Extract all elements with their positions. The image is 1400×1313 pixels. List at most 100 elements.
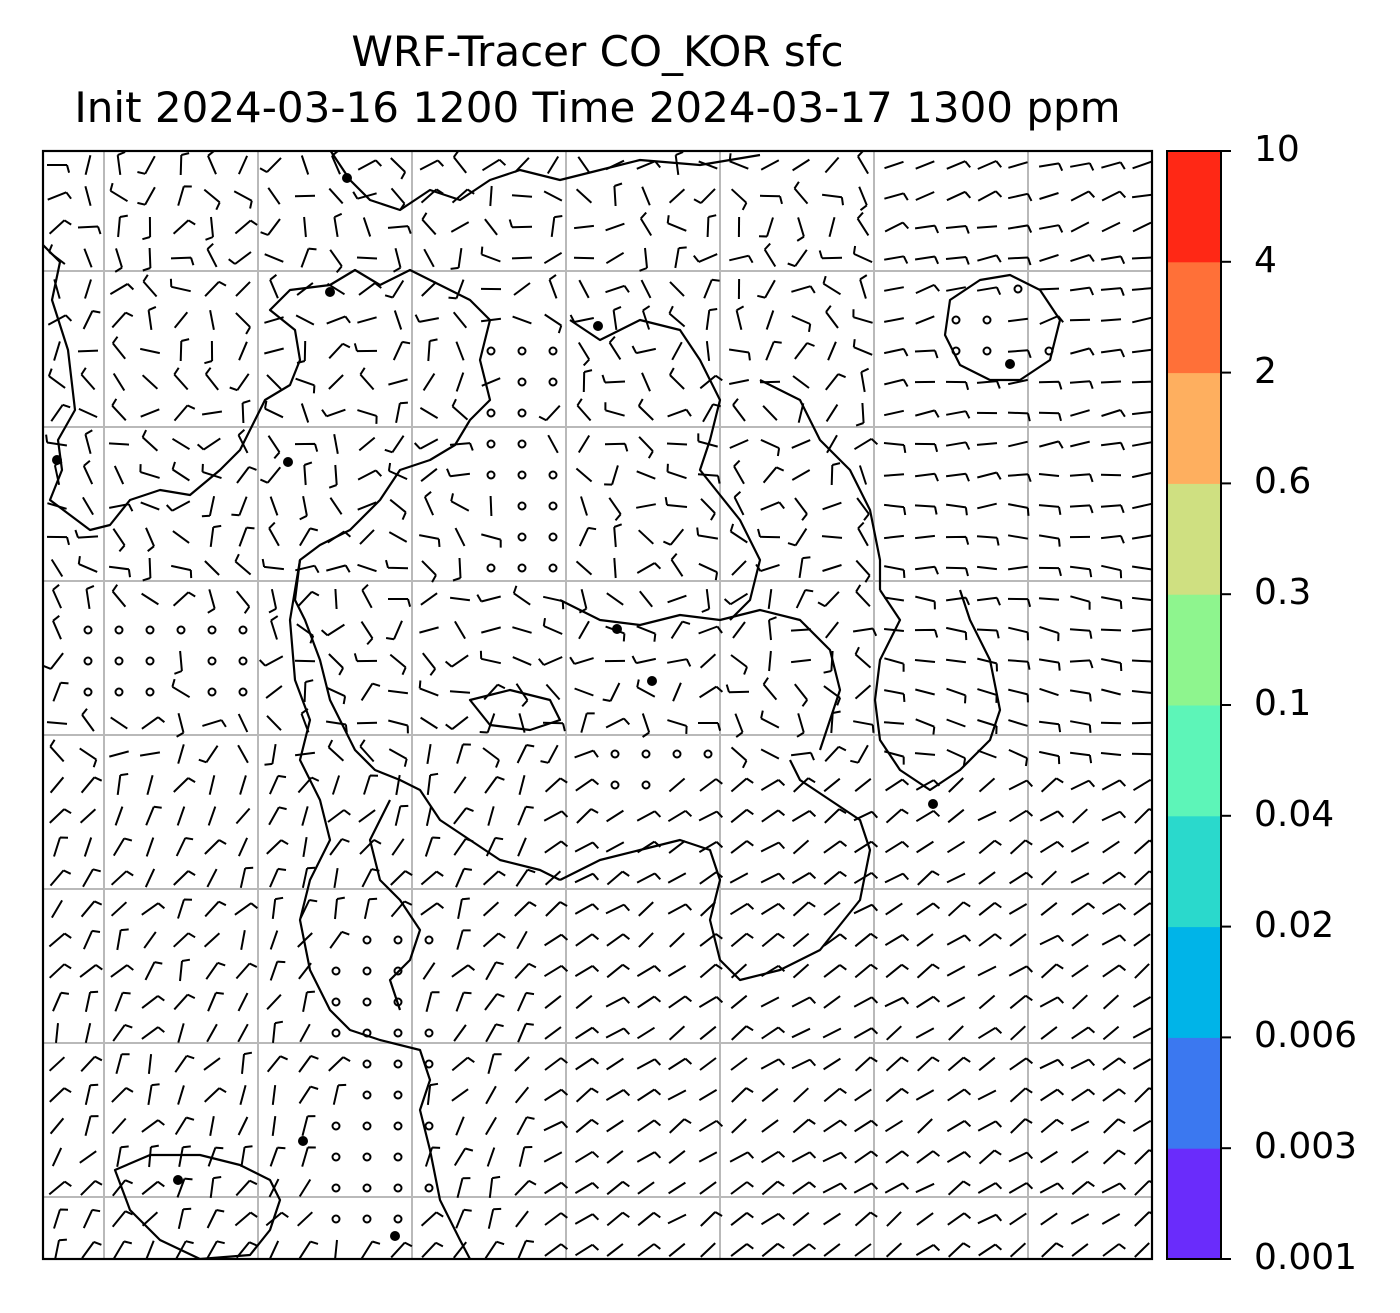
wind-barb <box>112 837 133 857</box>
wind-barb <box>177 744 185 764</box>
wind-barb <box>698 841 724 853</box>
wind-barb <box>667 719 688 734</box>
wind-barb <box>267 187 281 205</box>
wind-barb <box>384 279 405 299</box>
wind-barb <box>205 961 226 980</box>
wind-barb <box>577 341 591 367</box>
wind-barb <box>544 840 569 854</box>
wind-barb <box>1132 160 1152 170</box>
wind-barb <box>55 1022 59 1044</box>
wind-barb <box>240 930 246 950</box>
wind-barb <box>202 719 227 728</box>
wind-barb <box>139 464 160 479</box>
colorbar-tick-label: 10 <box>1254 129 1300 170</box>
wind-barb <box>977 190 1003 202</box>
wind-barb <box>850 744 869 764</box>
wind-barb <box>915 1244 941 1256</box>
wind-barb <box>50 403 71 422</box>
wind-barb <box>446 468 471 478</box>
wind-barb <box>46 721 68 725</box>
wind-barb <box>674 151 684 176</box>
wind-barb <box>517 1022 534 1043</box>
wind-barb <box>946 748 967 767</box>
wind-barb <box>453 1147 474 1167</box>
wind-barb <box>946 410 971 419</box>
wind-barb <box>917 1118 933 1134</box>
wind-barb <box>508 219 533 229</box>
wind-barb <box>269 960 286 981</box>
wind-barb <box>47 502 67 510</box>
wind-barb <box>730 808 754 824</box>
wind-barb <box>264 253 284 263</box>
wind-barb-calm <box>486 470 496 480</box>
wind-barb <box>730 746 748 769</box>
wind-barb <box>51 899 63 919</box>
wind-barb <box>301 866 316 889</box>
wind-barb <box>792 1243 817 1257</box>
wind-barb <box>1070 841 1090 853</box>
wind-barb <box>360 682 381 701</box>
wind-barb <box>268 521 280 547</box>
wind-barb <box>948 777 964 793</box>
wind-barb <box>669 1118 692 1134</box>
wind-barb <box>1038 162 1064 172</box>
wind-barb <box>1101 596 1123 609</box>
wind-barb <box>46 535 70 546</box>
wind-barb <box>515 868 536 887</box>
wind-barb <box>605 222 625 232</box>
wind-barb <box>823 964 847 978</box>
wind-barb <box>637 1181 655 1195</box>
wind-barb <box>606 1243 624 1257</box>
wind-barb <box>231 496 248 517</box>
wind-barb <box>479 650 502 665</box>
wind-barb <box>641 713 651 738</box>
wind-barb <box>204 839 227 855</box>
wind-barb <box>636 470 656 480</box>
wind-barb <box>360 621 374 646</box>
wind-barb <box>666 463 687 480</box>
wind-barb <box>823 1057 841 1071</box>
wind-barb <box>667 965 687 977</box>
wind-barb <box>606 1057 624 1071</box>
wind-barb <box>852 339 873 356</box>
wind-barb <box>977 657 998 672</box>
wind-barb <box>303 216 307 238</box>
wind-barb <box>264 743 277 766</box>
wind-barb <box>885 1056 909 1072</box>
wind-barb <box>732 621 746 639</box>
wind-barb <box>883 442 907 454</box>
wind-barb <box>328 342 351 359</box>
wind-barb <box>1070 162 1095 171</box>
wind-barb <box>825 621 839 639</box>
wind-barb <box>612 305 622 331</box>
wind-barb <box>608 335 622 360</box>
wind-barb <box>762 677 778 701</box>
wind-barb <box>201 463 222 480</box>
wind-barb <box>698 810 724 822</box>
colorbar-segment <box>1167 151 1221 263</box>
wind-barb <box>791 996 817 1008</box>
wind-barb <box>352 191 377 200</box>
wind-barb <box>761 1180 785 1196</box>
wind-barb <box>883 473 905 477</box>
wind-barb <box>388 531 408 543</box>
wind-barb <box>137 155 156 175</box>
wind-barb-calm <box>424 935 434 945</box>
wind-barb <box>517 837 527 857</box>
wind-barb <box>424 1146 441 1167</box>
wind-barb <box>1101 1213 1121 1225</box>
wind-barb <box>1132 1058 1152 1070</box>
wind-barb <box>670 552 684 577</box>
wind-barb <box>421 281 437 297</box>
wind-barb <box>48 219 72 235</box>
wind-barb <box>1038 504 1062 515</box>
wind-barb <box>604 465 619 486</box>
wind-barb <box>1007 349 1032 359</box>
wind-barb <box>321 408 346 418</box>
wind-barb <box>111 311 134 329</box>
wind-barb <box>173 993 196 1011</box>
wind-barb <box>604 442 629 452</box>
wind-barb <box>793 181 809 205</box>
wind-barb <box>516 744 535 764</box>
wind-barb <box>794 497 808 521</box>
